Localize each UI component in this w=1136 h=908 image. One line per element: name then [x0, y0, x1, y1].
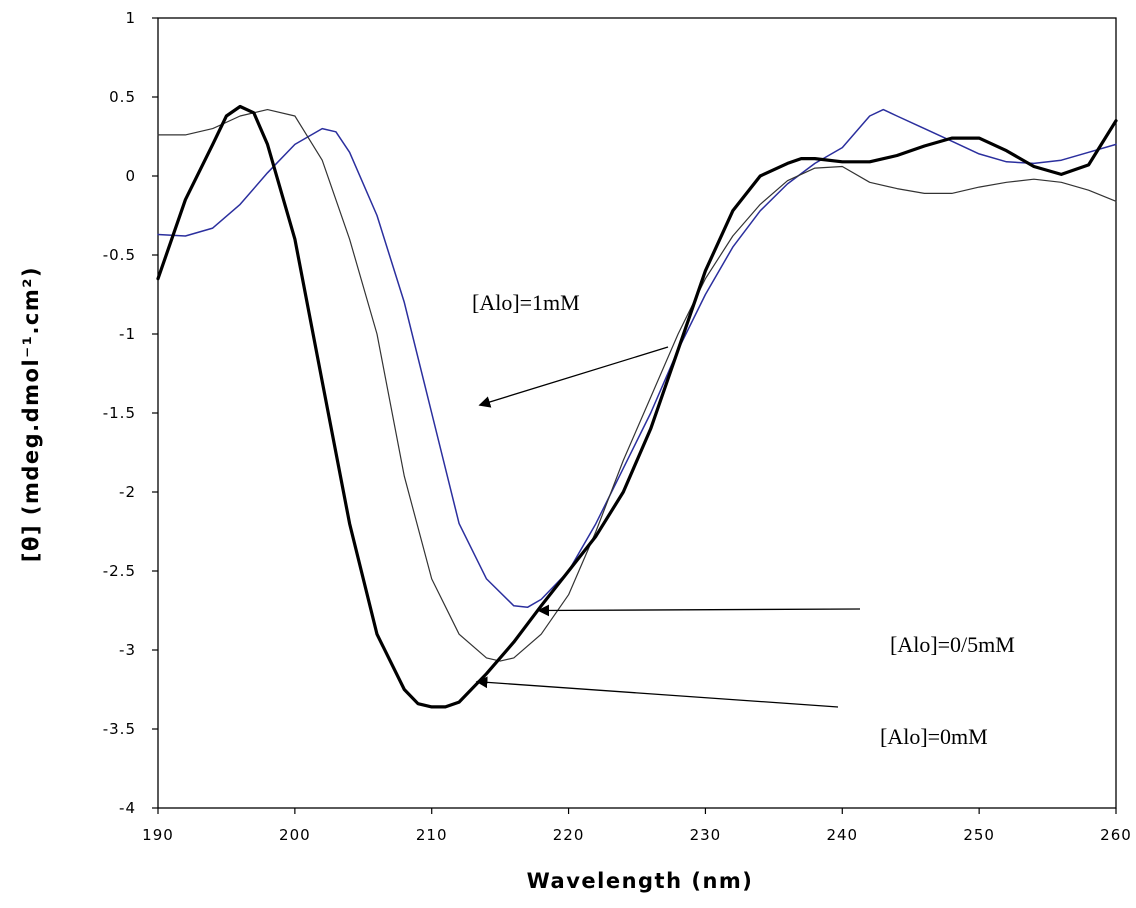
series-line-3	[156, 104, 1118, 709]
y-tick-label: -3	[119, 641, 136, 659]
series-layer	[156, 104, 1118, 709]
annotation-arrow	[475, 676, 839, 708]
y-tick-label: 0.5	[109, 88, 136, 106]
annotation-arrow	[478, 346, 669, 408]
x-tick-label: 230	[690, 826, 722, 844]
x-tick-label: 190	[142, 826, 174, 844]
annotation-layer: [Alo]=1mM [Alo]=0/5mM [Alo]=0mM	[472, 290, 1015, 749]
x-axis-title: Wavelength (nm)	[527, 869, 754, 893]
x-axis-ticks: 190 200 210 220 230 240 250 260	[142, 808, 1132, 844]
y-tick-label: 0	[125, 167, 136, 185]
y-axis-ticks: 1 0.5 0 -0.5 -1 -1.5 -2 -2.5 -3 -3.5 -4	[103, 9, 158, 817]
annotation-label: [Alo]=0mM	[880, 724, 988, 749]
annotation-label: [Alo]=0/5mM	[890, 632, 1015, 657]
x-tick-label: 220	[553, 826, 585, 844]
annotation-arrow	[537, 604, 861, 617]
annotation-label: [Alo]=1mM	[472, 290, 580, 315]
y-axis-title: [θ] (mdeg.dmol⁻¹.cm²)	[19, 266, 43, 562]
x-tick-label: 250	[963, 826, 995, 844]
y-tick-label: -0.5	[103, 246, 136, 264]
x-tick-label: 210	[416, 826, 448, 844]
series-line-1	[157, 108, 1117, 609]
y-tick-label: -1.5	[103, 404, 136, 422]
y-tick-label: -3.5	[103, 720, 136, 738]
y-tick-label: 1	[125, 9, 136, 27]
x-tick-label: 200	[279, 826, 311, 844]
x-tick-label: 240	[826, 826, 858, 844]
y-tick-label: -2	[119, 483, 136, 501]
y-tick-label: -2.5	[103, 562, 136, 580]
y-tick-label: -4	[119, 799, 136, 817]
series-line-2	[157, 108, 1117, 662]
x-tick-label: 260	[1100, 826, 1132, 844]
y-tick-label: -1	[119, 325, 136, 343]
